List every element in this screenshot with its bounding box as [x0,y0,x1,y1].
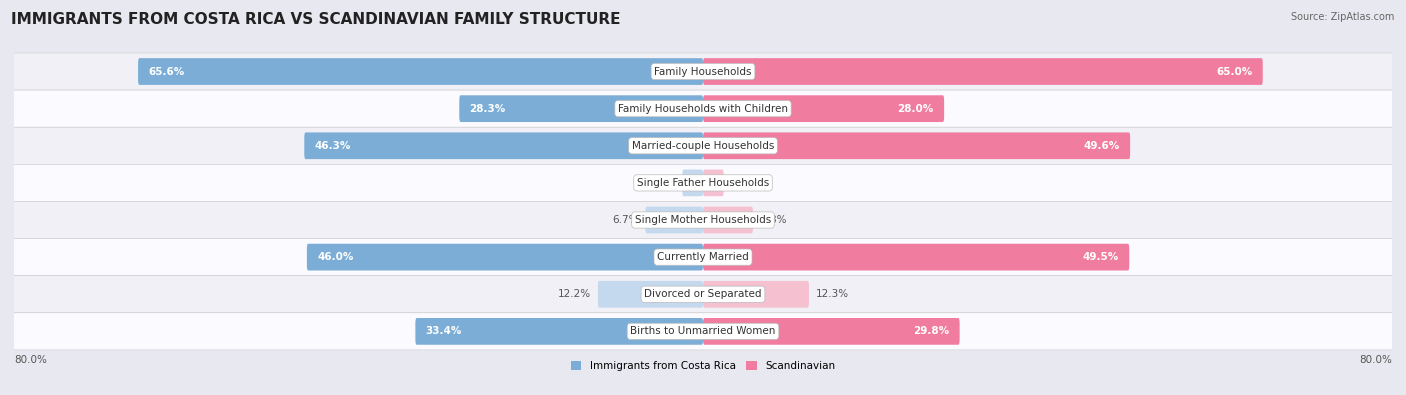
Text: Source: ZipAtlas.com: Source: ZipAtlas.com [1291,12,1395,22]
FancyBboxPatch shape [703,318,960,345]
FancyBboxPatch shape [138,58,703,85]
FancyBboxPatch shape [682,169,703,196]
Text: 65.6%: 65.6% [149,66,184,77]
Text: 2.4%: 2.4% [650,178,675,188]
Text: 5.8%: 5.8% [759,215,786,225]
FancyBboxPatch shape [703,244,1129,271]
FancyBboxPatch shape [6,164,1400,201]
Text: 12.3%: 12.3% [815,289,849,299]
FancyBboxPatch shape [703,169,724,196]
Text: Family Households: Family Households [654,66,752,77]
FancyBboxPatch shape [6,239,1400,276]
FancyBboxPatch shape [598,281,703,308]
FancyBboxPatch shape [703,95,945,122]
FancyBboxPatch shape [6,127,1400,164]
Text: Family Households with Children: Family Households with Children [619,103,787,114]
FancyBboxPatch shape [307,244,703,271]
Text: 2.4%: 2.4% [731,178,756,188]
FancyBboxPatch shape [460,95,703,122]
FancyBboxPatch shape [6,53,1400,90]
Text: Currently Married: Currently Married [657,252,749,262]
FancyBboxPatch shape [6,201,1400,239]
Text: 28.0%: 28.0% [897,103,934,114]
Text: 46.0%: 46.0% [318,252,353,262]
Text: 49.5%: 49.5% [1083,252,1119,262]
Text: Divorced or Separated: Divorced or Separated [644,289,762,299]
Text: IMMIGRANTS FROM COSTA RICA VS SCANDINAVIAN FAMILY STRUCTURE: IMMIGRANTS FROM COSTA RICA VS SCANDINAVI… [11,12,620,27]
FancyBboxPatch shape [703,58,1263,85]
FancyBboxPatch shape [415,318,703,345]
FancyBboxPatch shape [6,313,1400,350]
Text: 80.0%: 80.0% [1360,356,1392,365]
Text: 28.3%: 28.3% [470,103,506,114]
Text: 49.6%: 49.6% [1084,141,1119,151]
FancyBboxPatch shape [703,281,808,308]
Text: 46.3%: 46.3% [315,141,352,151]
FancyBboxPatch shape [703,132,1130,159]
Legend: Immigrants from Costa Rica, Scandinavian: Immigrants from Costa Rica, Scandinavian [567,357,839,375]
FancyBboxPatch shape [6,276,1400,313]
Text: 12.2%: 12.2% [558,289,591,299]
Text: 6.7%: 6.7% [612,215,638,225]
Text: 29.8%: 29.8% [912,326,949,337]
FancyBboxPatch shape [6,90,1400,127]
Text: Married-couple Households: Married-couple Households [631,141,775,151]
Text: 33.4%: 33.4% [426,326,463,337]
Text: 65.0%: 65.0% [1216,66,1253,77]
FancyBboxPatch shape [703,207,754,233]
Text: Births to Unmarried Women: Births to Unmarried Women [630,326,776,337]
Text: Single Mother Households: Single Mother Households [636,215,770,225]
FancyBboxPatch shape [304,132,703,159]
Text: 80.0%: 80.0% [14,356,46,365]
FancyBboxPatch shape [645,207,703,233]
Text: Single Father Households: Single Father Households [637,178,769,188]
